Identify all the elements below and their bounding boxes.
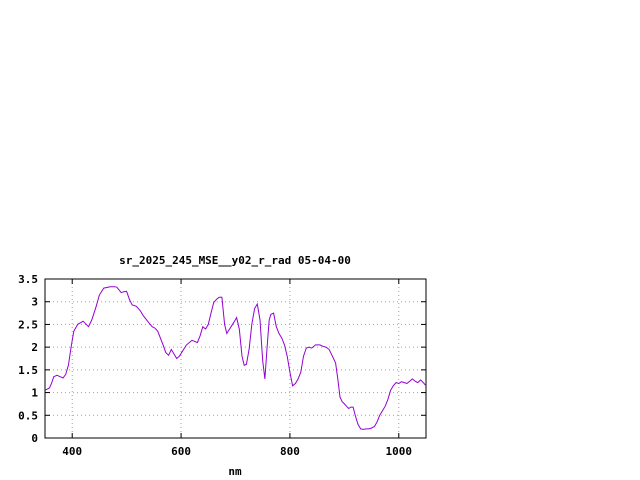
x-tick-label: 800 <box>280 445 300 458</box>
y-tick-label: 3 <box>31 296 38 309</box>
y-tick-label: 3.5 <box>18 273 38 286</box>
axis-ticks: 400 600 800 1000 0 0.5 1 1.5 2 2.5 3 3.5 <box>18 273 426 458</box>
x-axis-label: nm <box>228 465 242 478</box>
grid <box>45 279 426 438</box>
y-tick-label: 0 <box>31 432 38 445</box>
y-tick-label: 0.5 <box>18 409 38 422</box>
x-tick-label: 400 <box>62 445 82 458</box>
y-tick-label: 1.5 <box>18 364 38 377</box>
y-tick-label: 2.5 <box>18 318 38 331</box>
x-tick-label: 1000 <box>386 445 413 458</box>
y-tick-label: 1 <box>31 387 38 400</box>
y-tick-label: 2 <box>31 341 38 354</box>
series-layer <box>44 286 427 430</box>
series-line <box>44 286 427 430</box>
chart-title: sr_2025_245_MSE__y02_r_rad 05-04-00 <box>119 254 351 267</box>
plot-frame <box>44 278 427 439</box>
x-tick-label: 600 <box>171 445 191 458</box>
